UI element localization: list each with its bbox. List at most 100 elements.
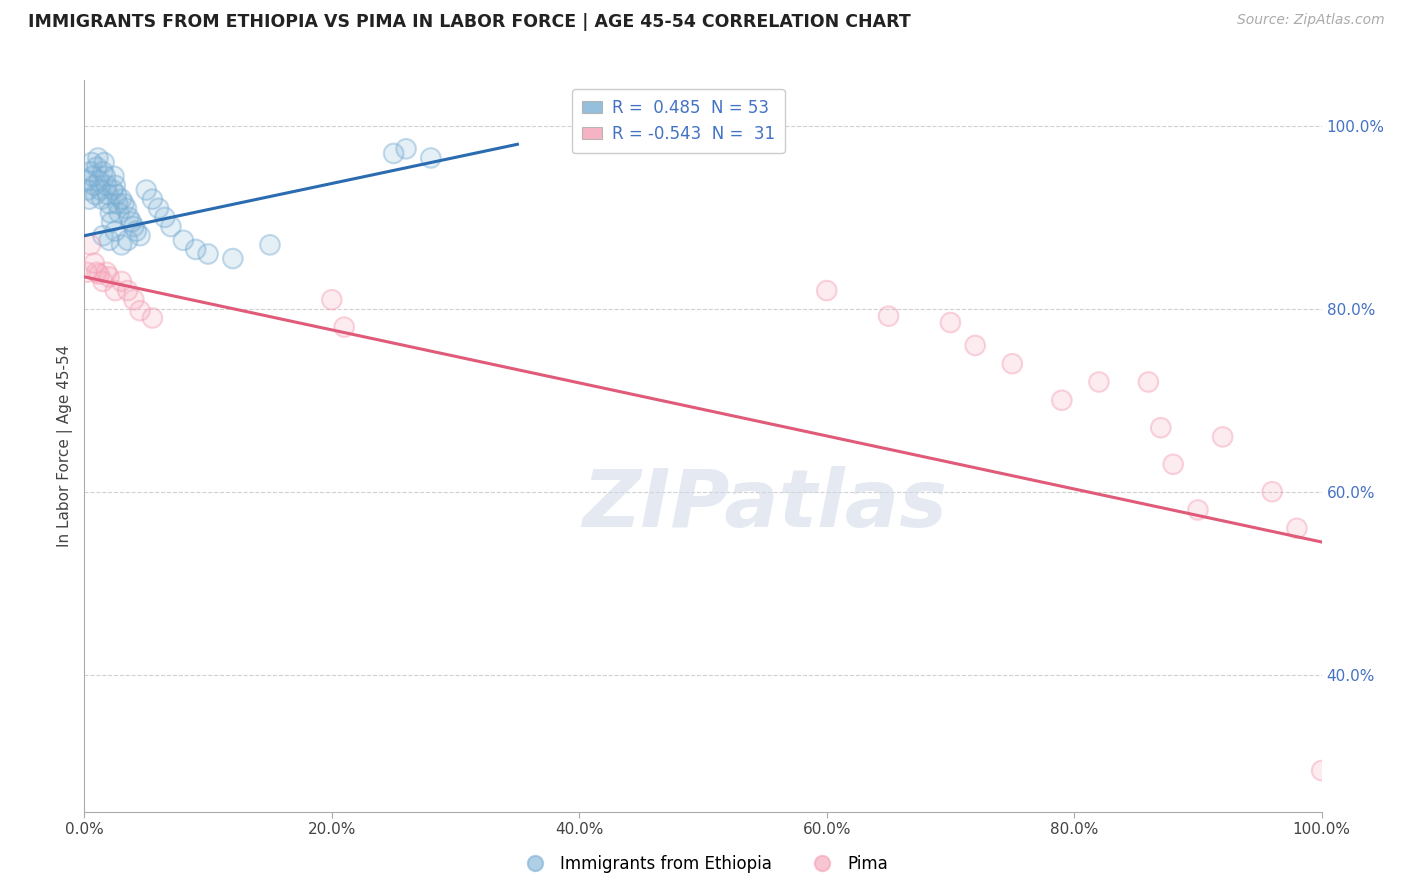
Point <box>129 303 152 318</box>
Point <box>89 174 111 188</box>
Point <box>129 228 152 243</box>
Point <box>1150 420 1173 434</box>
Point <box>101 183 124 197</box>
Point <box>1150 420 1173 434</box>
Point <box>97 187 120 202</box>
Point <box>1137 375 1160 389</box>
Point <box>87 151 110 165</box>
Point <box>120 215 142 229</box>
Legend: R =  0.485  N = 53, R = -0.543  N =  31: R = 0.485 N = 53, R = -0.543 N = 31 <box>572 88 785 153</box>
Point <box>100 215 122 229</box>
Point <box>117 233 139 247</box>
Point <box>172 233 194 247</box>
Point <box>118 211 141 225</box>
Point <box>86 160 108 174</box>
Point <box>148 201 170 215</box>
Point <box>84 187 107 202</box>
Point <box>84 187 107 202</box>
Point <box>87 151 110 165</box>
Point <box>89 267 111 281</box>
Point <box>110 238 132 252</box>
Point <box>79 164 101 178</box>
Point <box>96 265 118 279</box>
Point <box>1001 357 1024 371</box>
Point <box>98 233 121 247</box>
Point <box>104 178 127 193</box>
Point <box>1261 484 1284 499</box>
Point <box>333 320 356 334</box>
Point <box>1088 375 1111 389</box>
Point <box>321 293 343 307</box>
Point <box>86 265 108 279</box>
Legend: Immigrants from Ethiopia, Pima: Immigrants from Ethiopia, Pima <box>512 848 894 880</box>
Point <box>77 183 100 197</box>
Point <box>135 183 157 197</box>
Point <box>82 169 104 184</box>
Point <box>1161 457 1184 471</box>
Point <box>105 187 128 202</box>
Point <box>110 275 132 289</box>
Point <box>1310 764 1333 778</box>
Point <box>79 238 101 252</box>
Point <box>91 228 114 243</box>
Point <box>110 275 132 289</box>
Point <box>1212 430 1234 444</box>
Point <box>395 142 418 156</box>
Point <box>83 178 105 193</box>
Point <box>965 338 987 352</box>
Point <box>141 310 163 325</box>
Point <box>222 252 245 266</box>
Point <box>120 215 142 229</box>
Point <box>96 178 118 193</box>
Point <box>76 265 98 279</box>
Point <box>1285 521 1308 535</box>
Point <box>89 183 111 197</box>
Point <box>98 269 121 284</box>
Point <box>83 256 105 270</box>
Point <box>101 183 124 197</box>
Text: ZIPatlas: ZIPatlas <box>582 466 948 543</box>
Point <box>118 211 141 225</box>
Point <box>115 201 138 215</box>
Point <box>96 178 118 193</box>
Point <box>98 233 121 247</box>
Point <box>76 174 98 188</box>
Point <box>1161 457 1184 471</box>
Point <box>80 155 103 169</box>
Point <box>112 196 135 211</box>
Point <box>79 192 101 206</box>
Point <box>104 284 127 298</box>
Point <box>117 233 139 247</box>
Point <box>104 224 127 238</box>
Point <box>135 183 157 197</box>
Point <box>80 155 103 169</box>
Point <box>395 142 418 156</box>
Point <box>141 310 163 325</box>
Point <box>141 192 163 206</box>
Point <box>98 206 121 220</box>
Point <box>141 192 163 206</box>
Point <box>153 211 176 225</box>
Text: IMMIGRANTS FROM ETHIOPIA VS PIMA IN LABOR FORCE | AGE 45-54 CORRELATION CHART: IMMIGRANTS FROM ETHIOPIA VS PIMA IN LABO… <box>28 13 911 31</box>
Point <box>94 169 117 184</box>
Point <box>184 243 207 257</box>
Point <box>96 265 118 279</box>
Point <box>815 284 838 298</box>
Point <box>105 187 128 202</box>
Point <box>108 206 131 220</box>
Point <box>86 160 108 174</box>
Point <box>160 219 183 234</box>
Point <box>91 164 114 178</box>
Point <box>1187 503 1209 517</box>
Point <box>122 219 145 234</box>
Point <box>76 174 98 188</box>
Point <box>98 269 121 284</box>
Point <box>1050 393 1073 408</box>
Point <box>1212 430 1234 444</box>
Point <box>1088 375 1111 389</box>
Point <box>103 169 125 184</box>
Point <box>197 247 219 261</box>
Point <box>382 146 405 161</box>
Point <box>100 215 122 229</box>
Point <box>77 183 100 197</box>
